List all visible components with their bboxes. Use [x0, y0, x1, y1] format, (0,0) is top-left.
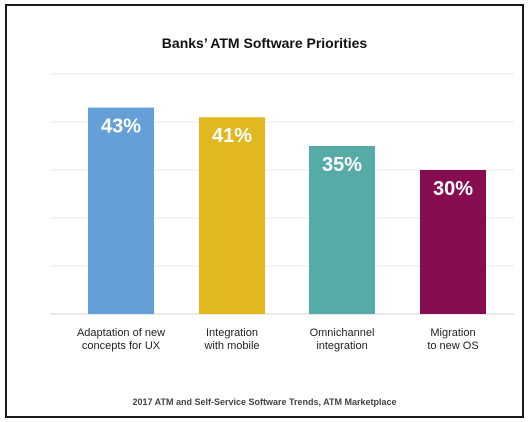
bar-value-label: 41%: [212, 125, 252, 147]
bar-value-label: 35%: [322, 154, 362, 176]
bar: [88, 107, 154, 314]
category-label: Integration with mobile: [203, 327, 259, 352]
bars: [88, 107, 486, 314]
bar: [199, 117, 265, 314]
bar: [420, 170, 486, 314]
value-labels: 43% 41% 35% 30%: [101, 116, 473, 200]
category-label-line: to new OS: [427, 340, 478, 352]
bar-value-label: 30%: [433, 178, 473, 200]
category-label-line: Integration: [206, 327, 258, 339]
source-note: 2017 ATM and Self-Service Software Trend…: [132, 397, 397, 407]
category-label-line: Adaptation of new: [77, 327, 165, 339]
category-label-line: with mobile: [203, 340, 259, 352]
category-label-line: concepts for UX: [82, 340, 161, 352]
category-label-line: Omnichannel: [310, 327, 375, 339]
category-labels: Adaptation of new concepts for UX Integrat…: [77, 327, 479, 352]
bar: [309, 146, 375, 314]
category-label: Omnichannel integration: [310, 327, 375, 352]
category-label: Migration to new OS: [427, 327, 478, 352]
category-label-line: Migration: [430, 327, 475, 339]
category-label: Adaptation of new concepts for UX: [77, 327, 165, 352]
chart-title: Banks’ ATM Software Priorities: [161, 35, 368, 51]
category-label-line: integration: [316, 340, 367, 352]
bar-value-label: 43%: [101, 116, 141, 138]
